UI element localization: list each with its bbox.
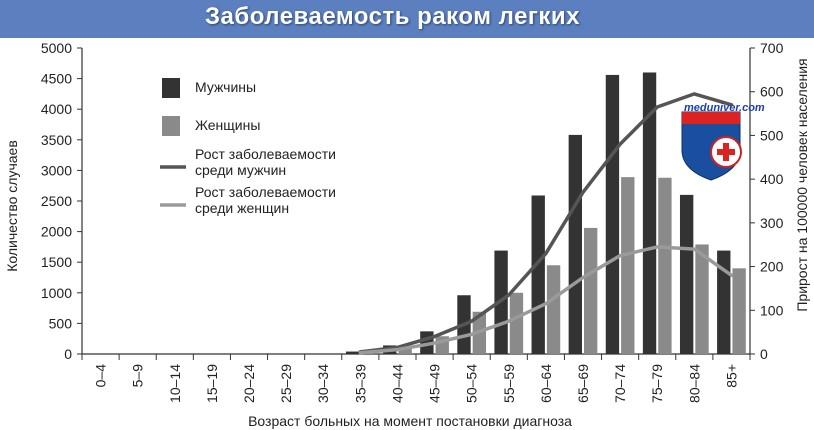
page-title: Заболеваемость раком легких [205,3,581,30]
y2-tick-label: 100 [760,302,784,318]
x-tick-label: 85+ [723,364,739,388]
x-tick-label: 5–9 [130,364,146,388]
bar-women [621,177,635,354]
x-tick-label: 65–69 [575,364,591,403]
bar-men [568,134,582,354]
x-tick-label: 80–84 [686,364,702,403]
y-tick-label: 0 [64,346,72,362]
legend-swatch [162,116,180,136]
bar-men [605,74,620,354]
bar-women [658,177,672,354]
x-tick-label: 15–19 [204,364,220,403]
x-tick-label: 10–14 [167,364,183,403]
y-tick-label: 3500 [41,132,72,148]
line-women [358,245,734,355]
legend-label: Рост заболеваемости [195,184,336,200]
x-tick-label: 45–49 [427,364,443,403]
bar-men [717,250,731,354]
bar-men [531,195,545,354]
x-tick-label: 50–54 [464,364,480,403]
bar-women [398,347,412,354]
y2-tick-label: 300 [760,215,784,231]
x-tick-label: 40–44 [389,364,405,403]
bar-men [345,351,360,354]
logo-band-icon [682,112,740,124]
line-men [358,92,734,354]
y2-tick-label: 400 [760,171,784,187]
bar-men [679,194,694,354]
y-tick-label: 500 [49,315,73,331]
bar-women [584,227,598,354]
x-tick-label: 70–74 [612,364,628,403]
logo-cross-icon [717,149,735,155]
y-tick-label: 1500 [41,254,72,270]
legend-label: Женщины [195,117,260,133]
bar-women [732,268,746,354]
legend-label: Рост заболеваемости [195,146,336,162]
x-axis-title: Возраст больных на момент постановки диа… [248,413,572,429]
y-tick-label: 4000 [41,101,72,117]
title-banner: Заболеваемость раком легких [0,0,814,38]
y-tick-label: 4500 [41,71,72,87]
x-tick-label: 0–4 [93,364,109,388]
legend-swatch [162,78,180,98]
logo-text: meduniver.com [684,102,765,114]
legend-label: Мужчины [195,79,256,95]
x-tick-label: 75–79 [649,364,665,403]
bar-women [509,292,524,354]
bar-women [695,244,709,354]
x-tick-label: 25–29 [278,364,294,403]
y2-tick-label: 0 [760,346,768,362]
y-tick-label: 1000 [41,285,72,301]
y2-axis-title: Прирост на 100000 человек населения [794,58,810,311]
x-tick-label: 30–34 [315,364,331,403]
x-tick-label: 20–24 [241,364,257,403]
y-axis-title: Количество случаев [4,140,20,272]
legend-label: среди женщин [195,200,289,216]
x-tick-label: 60–64 [538,364,554,403]
y2-tick-label: 500 [760,127,784,143]
legend-label: среди мужчин [195,162,286,178]
bar-men [642,72,657,354]
y-tick-label: 3000 [41,162,72,178]
y-tick-label: 2000 [41,224,72,240]
x-tick-label: 35–39 [352,364,368,403]
x-tick-label: 55–59 [501,364,517,403]
bar-women [546,265,561,354]
y2-tick-label: 200 [760,259,784,275]
y-tick-label: 2500 [41,193,72,209]
y2-tick-label: 700 [760,40,784,56]
y2-tick-label: 600 [760,84,784,100]
y-tick-label: 5000 [41,40,72,56]
